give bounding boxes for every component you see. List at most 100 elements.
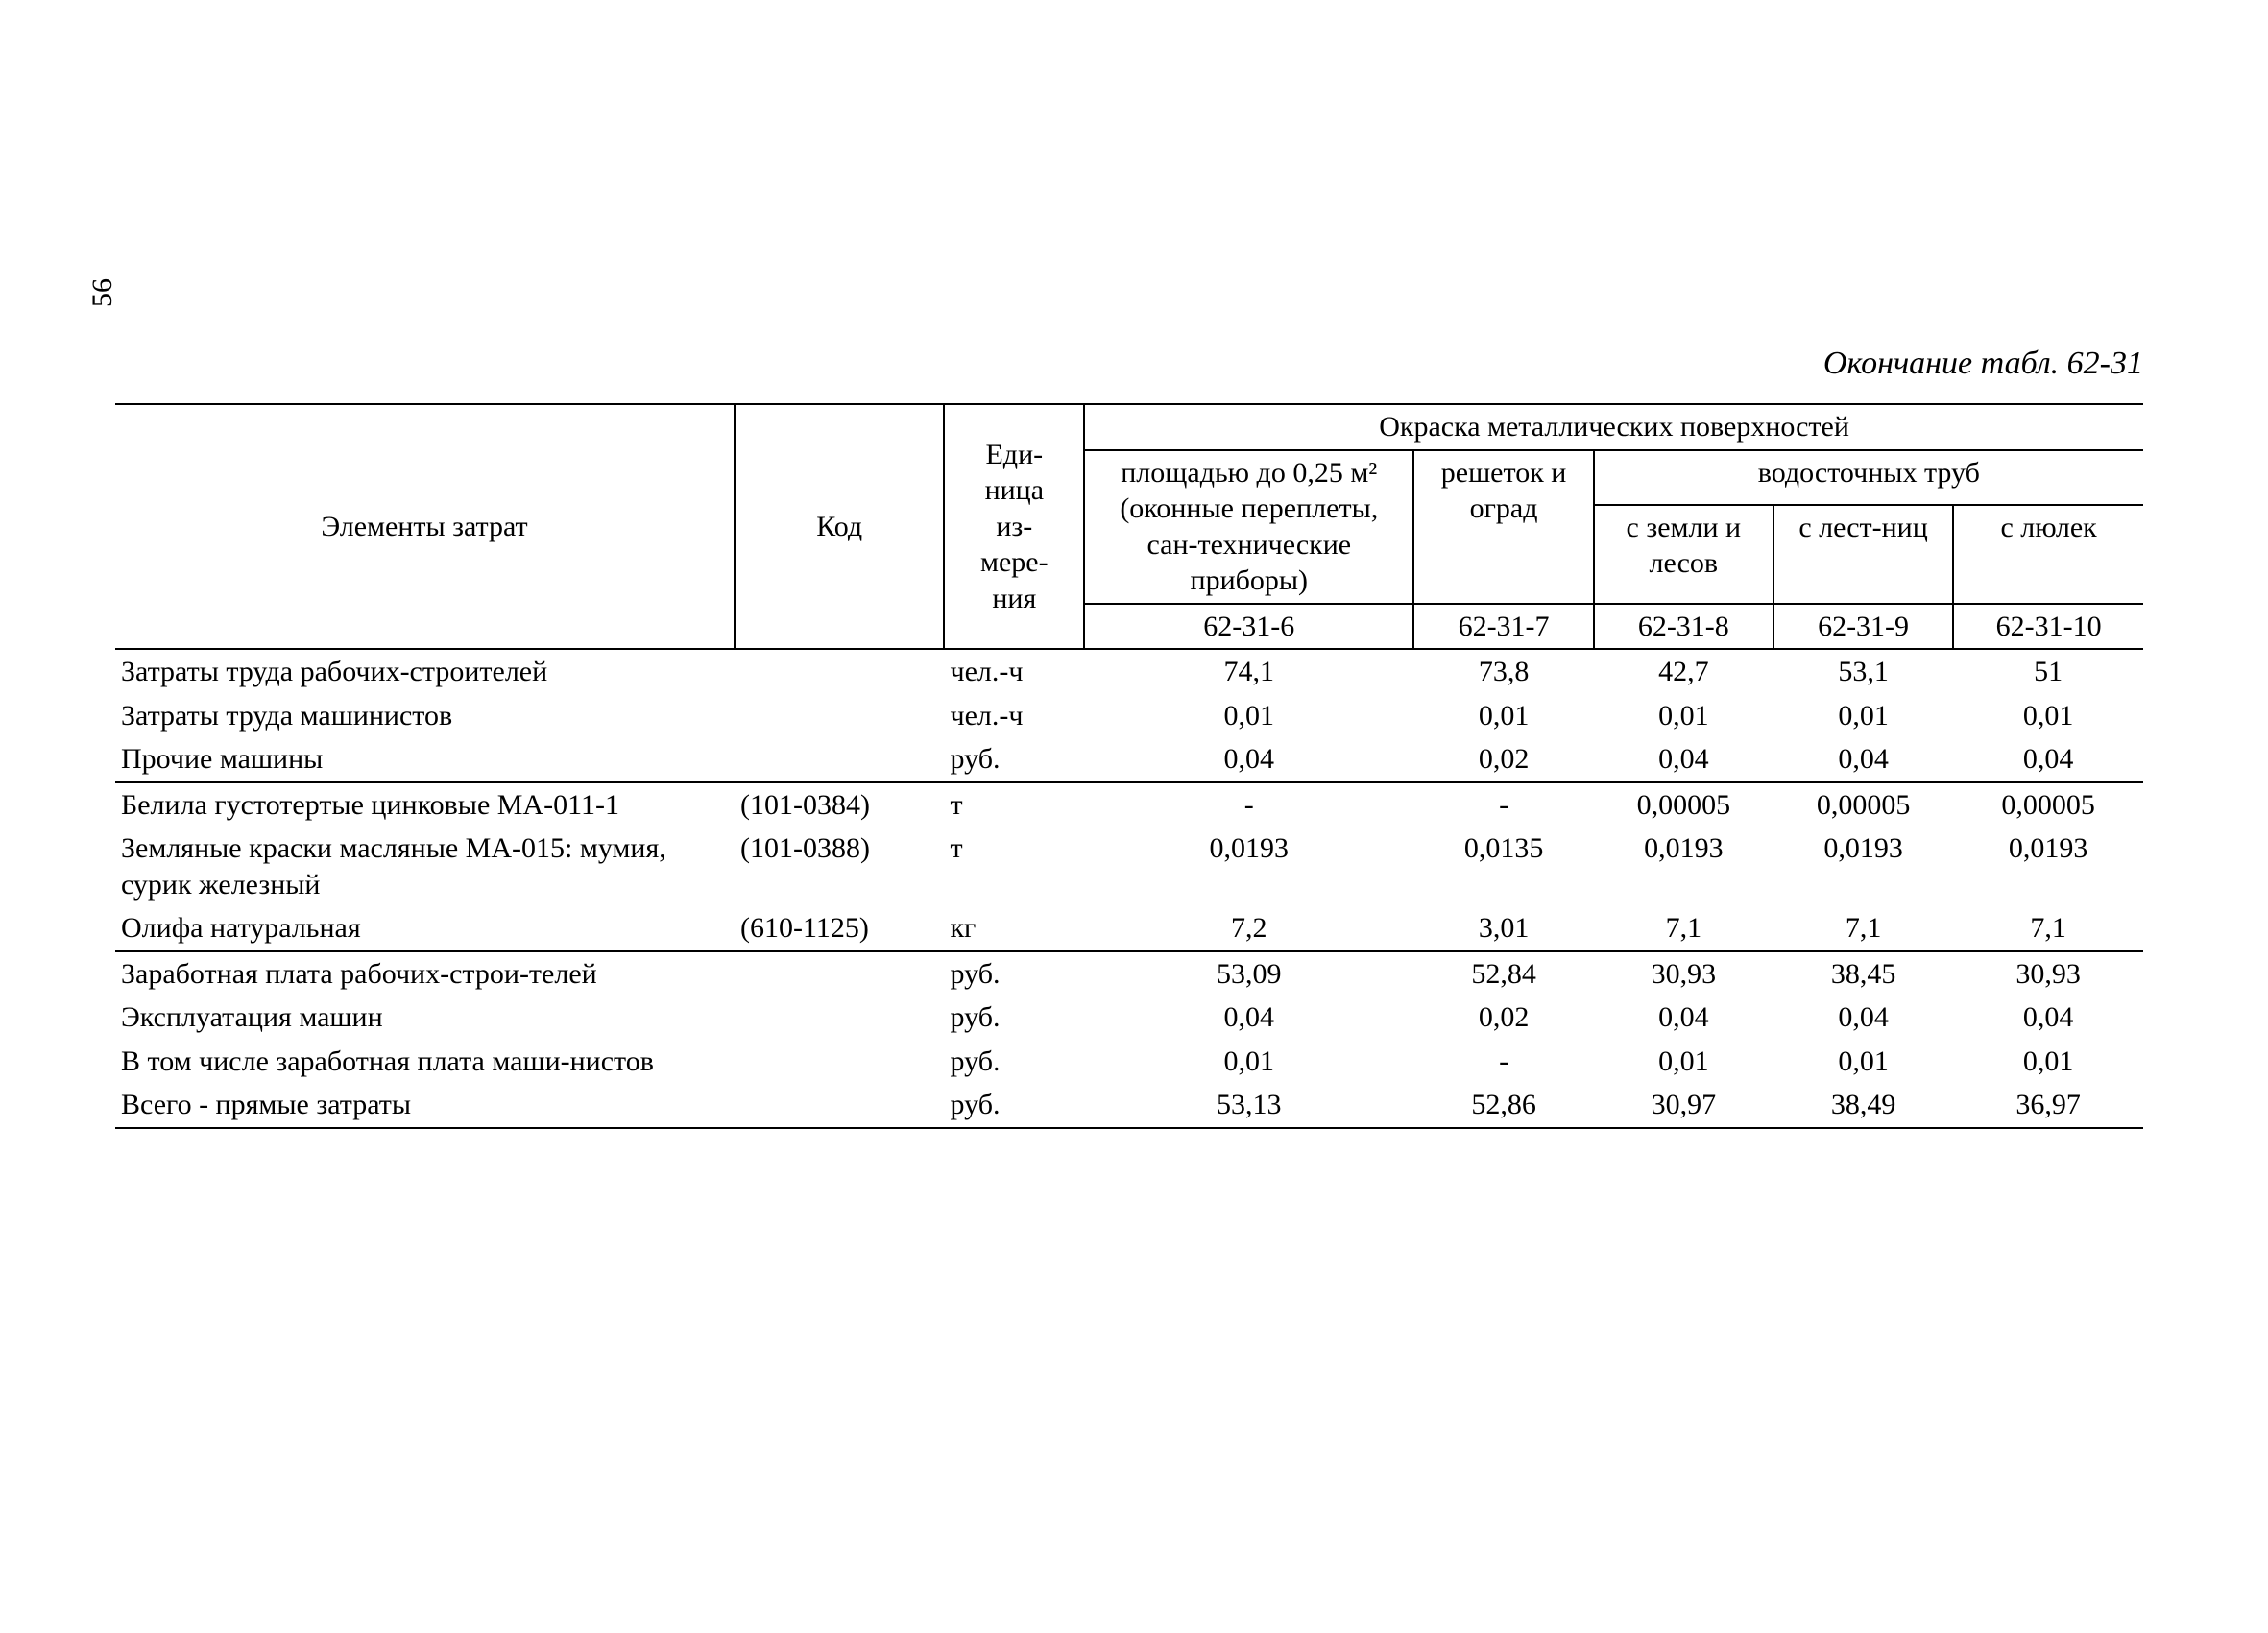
- header-row-1: Элементы затрат Код Еди- ница из- мере- …: [115, 404, 2143, 450]
- row-name: Заработная плата рабочих-строи-телей: [115, 951, 735, 997]
- col-header-2: с земли и лесов: [1594, 505, 1773, 604]
- row-code: [735, 996, 944, 1040]
- cell-value: 30,93: [1594, 951, 1773, 997]
- cell-value: 42,7: [1594, 649, 1773, 694]
- cell-value: 30,97: [1594, 1083, 1773, 1128]
- cell-value: 0,04: [1773, 737, 1953, 782]
- page-number: 56: [86, 278, 119, 307]
- cell-value: 0,04: [1084, 737, 1413, 782]
- cell-value: 53,09: [1084, 951, 1413, 997]
- row-unit: руб.: [944, 737, 1084, 782]
- row-name: Затраты труда машинистов: [115, 694, 735, 738]
- cell-value: 0,01: [1953, 1040, 2143, 1084]
- cell-value: 0,04: [1773, 996, 1953, 1040]
- cell-value: 0,02: [1413, 996, 1593, 1040]
- col-header-unit: Еди- ница из- мере- ния: [944, 404, 1084, 649]
- cell-value: 38,45: [1773, 951, 1953, 997]
- row-unit: руб.: [944, 996, 1084, 1040]
- row-name: Олифа натуральная: [115, 906, 735, 951]
- row-code: [735, 951, 944, 997]
- row-code: [735, 1040, 944, 1084]
- table-row: Всего - прямые затраты руб.53,1352,8630,9…: [115, 1083, 2143, 1128]
- col-code-1: 62-31-7: [1413, 604, 1593, 650]
- row-unit: руб.: [944, 1040, 1084, 1084]
- cell-value: 52,86: [1413, 1083, 1593, 1128]
- cell-value: 0,01: [1953, 694, 2143, 738]
- cell-value: 0,00005: [1953, 782, 2143, 828]
- table-row: Затраты труда рабочих-строителей чел.-ч74…: [115, 649, 2143, 694]
- cell-value: 0,0193: [1773, 827, 1953, 906]
- cell-value: 3,01: [1413, 906, 1593, 951]
- row-unit: кг: [944, 906, 1084, 951]
- table-row: Белила густотертые цинковые МА-011-1(101…: [115, 782, 2143, 828]
- cell-value: 36,97: [1953, 1083, 2143, 1128]
- cell-value: -: [1413, 1040, 1593, 1084]
- cell-value: 53,13: [1084, 1083, 1413, 1128]
- cell-value: 0,0193: [1594, 827, 1773, 906]
- table-caption: Окончание табл. 62-31: [1823, 346, 2143, 382]
- row-code: [735, 737, 944, 782]
- col-header-1: решеток и оград: [1413, 450, 1593, 604]
- cell-value: 0,00005: [1773, 782, 1953, 828]
- cell-value: 7,1: [1953, 906, 2143, 951]
- cell-value: 0,04: [1953, 737, 2143, 782]
- cell-value: 0,01: [1084, 1040, 1413, 1084]
- table-container: Элементы затрат Код Еди- ница из- мере- …: [115, 403, 2143, 1129]
- cell-value: 38,49: [1773, 1083, 1953, 1128]
- col-code-2: 62-31-8: [1594, 604, 1773, 650]
- cell-value: 7,1: [1773, 906, 1953, 951]
- cell-value: 0,04: [1594, 737, 1773, 782]
- row-code: (101-0388): [735, 827, 944, 906]
- col-header-3: с лест-ниц: [1773, 505, 1953, 604]
- row-unit: чел.-ч: [944, 694, 1084, 738]
- cell-value: 0,02: [1413, 737, 1593, 782]
- col-header-super: Окраска металлических поверхностей: [1084, 404, 2143, 450]
- cell-value: 52,84: [1413, 951, 1593, 997]
- row-name: Прочие машины: [115, 737, 735, 782]
- row-name: Эксплуатация машин: [115, 996, 735, 1040]
- cell-value: -: [1413, 782, 1593, 828]
- cell-value: 0,01: [1084, 694, 1413, 738]
- cell-value: 73,8: [1413, 649, 1593, 694]
- table-row: Заработная плата рабочих-строи-телейруб.…: [115, 951, 2143, 997]
- cell-value: 7,1: [1594, 906, 1773, 951]
- row-code: (101-0384): [735, 782, 944, 828]
- cost-table: Элементы затрат Код Еди- ница из- мере- …: [115, 403, 2143, 1129]
- col-header-elements: Элементы затрат: [115, 404, 735, 649]
- row-code: [735, 1083, 944, 1128]
- table-row: Олифа натуральная(610-1125)кг7,23,017,17…: [115, 906, 2143, 951]
- row-unit: чел.-ч: [944, 649, 1084, 694]
- col-header-4: с люлек: [1953, 505, 2143, 604]
- row-name: Земляные краски масляные МА-015: мумия, …: [115, 827, 735, 906]
- cell-value: 53,1: [1773, 649, 1953, 694]
- cell-value: 0,04: [1084, 996, 1413, 1040]
- cell-value: 0,01: [1773, 1040, 1953, 1084]
- cell-value: 0,01: [1773, 694, 1953, 738]
- row-name: Всего - прямые затраты: [115, 1083, 735, 1128]
- cell-value: 30,93: [1953, 951, 2143, 997]
- cell-value: 74,1: [1084, 649, 1413, 694]
- row-unit: т: [944, 827, 1084, 906]
- cell-value: 0,00005: [1594, 782, 1773, 828]
- cell-value: 0,01: [1413, 694, 1593, 738]
- row-unit: т: [944, 782, 1084, 828]
- row-name: Белила густотертые цинковые МА-011-1: [115, 782, 735, 828]
- row-name: В том числе заработная плата маши-нистов: [115, 1040, 735, 1084]
- table-row: Земляные краски масляные МА-015: мумия, …: [115, 827, 2143, 906]
- table-row: Эксплуатация машинруб.0,040,020,040,040,…: [115, 996, 2143, 1040]
- row-code: (610-1125): [735, 906, 944, 951]
- cell-value: 0,04: [1594, 996, 1773, 1040]
- cell-value: 0,04: [1953, 996, 2143, 1040]
- table-row: Прочие машиныруб.0,040,020,040,040,04: [115, 737, 2143, 782]
- cell-value: 51: [1953, 649, 2143, 694]
- row-code: [735, 694, 944, 738]
- cell-value: -: [1084, 782, 1413, 828]
- cell-value: 0,01: [1594, 1040, 1773, 1084]
- col-header-drains: водосточных труб: [1594, 450, 2143, 505]
- row-unit: руб.: [944, 1083, 1084, 1128]
- col-code-3: 62-31-9: [1773, 604, 1953, 650]
- table-row: Затраты труда машинистовчел.-ч0,010,010,…: [115, 694, 2143, 738]
- col-header-0: площадью до 0,25 м² (оконные переплеты, …: [1084, 450, 1413, 604]
- row-name: Затраты труда рабочих-строителей: [115, 649, 735, 694]
- table-row: В том числе заработная плата маши-нистов…: [115, 1040, 2143, 1084]
